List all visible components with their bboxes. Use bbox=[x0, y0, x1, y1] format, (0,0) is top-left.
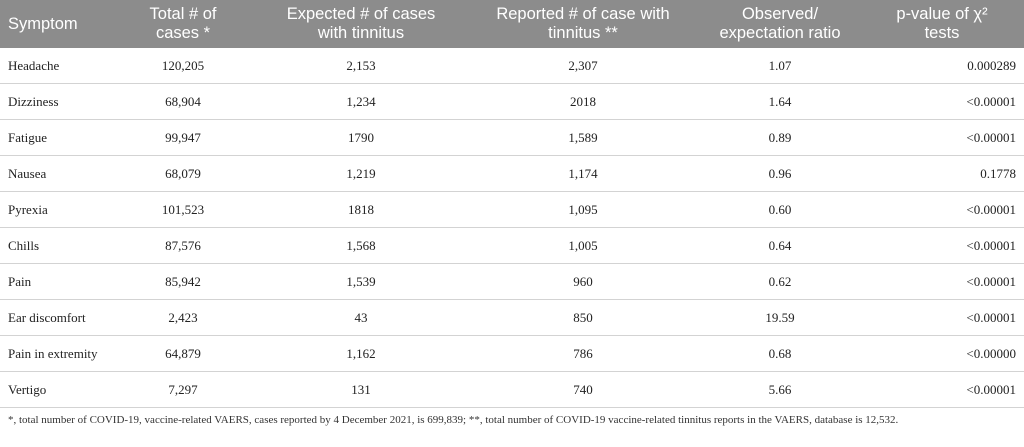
cell-expected-cases: 1790 bbox=[256, 119, 466, 156]
cell-reported-cases: 2018 bbox=[466, 83, 700, 120]
cell-total-cases: 85,942 bbox=[110, 263, 256, 300]
table-row: Fatigue 99,947 1790 1,589 0.89 <0.00001 bbox=[0, 119, 1024, 156]
table-row: Vertigo 7,297 131 740 5.66 <0.00001 bbox=[0, 371, 1024, 408]
table-row: Pain in extremity 64,879 1,162 786 0.68 <0.00… bbox=[0, 335, 1024, 372]
cell-p-value: <0.00001 bbox=[860, 371, 1024, 408]
cell-reported-cases: 786 bbox=[466, 335, 700, 372]
cell-observed-ratio: 5.66 bbox=[700, 371, 860, 408]
header-p-value-label: p-value of χ² tests bbox=[896, 5, 988, 42]
cell-expected-cases: 131 bbox=[256, 371, 466, 408]
cell-total-cases: 99,947 bbox=[110, 119, 256, 156]
cell-total-cases: 101,523 bbox=[110, 191, 256, 228]
cell-symptom: Pyrexia bbox=[0, 191, 110, 228]
cell-reported-cases: 1,095 bbox=[466, 191, 700, 228]
cell-reported-cases: 1,589 bbox=[466, 119, 700, 156]
table-row: Pyrexia 101,523 1818 1,095 0.60 <0.00001 bbox=[0, 191, 1024, 228]
header-expected-cases-label: Expected # of cases with tinnitus bbox=[286, 5, 436, 42]
header-symptom: Symptom bbox=[0, 0, 110, 48]
cell-expected-cases: 1,234 bbox=[256, 83, 466, 120]
cell-total-cases: 64,879 bbox=[110, 335, 256, 372]
header-observed-ratio-label: Observed/ expectation ratio bbox=[719, 5, 841, 42]
symptom-table: Symptom Total # of cases * Expected # of… bbox=[0, 0, 1024, 408]
table-body: Headache 120,205 2,153 2,307 1.07 0.000289 Diz… bbox=[0, 48, 1024, 408]
table-row: Ear discomfort 2,423 43 850 19.59 <0.00001 bbox=[0, 299, 1024, 336]
cell-reported-cases: 960 bbox=[466, 263, 700, 300]
cell-total-cases: 2,423 bbox=[110, 299, 256, 336]
cell-expected-cases: 1818 bbox=[256, 191, 466, 228]
cell-expected-cases: 1,219 bbox=[256, 155, 466, 192]
header-reported-cases: Reported # of case with tinnitus ** bbox=[466, 0, 700, 48]
cell-observed-ratio: 0.68 bbox=[700, 335, 860, 372]
cell-observed-ratio: 0.64 bbox=[700, 227, 860, 264]
header-row: Symptom Total # of cases * Expected # of… bbox=[0, 0, 1024, 48]
cell-expected-cases: 1,162 bbox=[256, 335, 466, 372]
cell-expected-cases: 1,539 bbox=[256, 263, 466, 300]
cell-reported-cases: 2,307 bbox=[466, 48, 700, 84]
cell-total-cases: 68,079 bbox=[110, 155, 256, 192]
cell-symptom: Dizziness bbox=[0, 83, 110, 120]
cell-symptom: Pain bbox=[0, 263, 110, 300]
cell-observed-ratio: 0.96 bbox=[700, 155, 860, 192]
header-observed-ratio: Observed/ expectation ratio bbox=[700, 0, 860, 48]
header-symptom-label: Symptom bbox=[8, 14, 78, 33]
cell-observed-ratio: 0.60 bbox=[700, 191, 860, 228]
cell-reported-cases: 1,174 bbox=[466, 155, 700, 192]
cell-total-cases: 120,205 bbox=[110, 48, 256, 84]
cell-expected-cases: 1,568 bbox=[256, 227, 466, 264]
cell-symptom: Pain in extremity bbox=[0, 335, 110, 372]
cell-p-value: <0.00001 bbox=[860, 191, 1024, 228]
cell-p-value: 0.1778 bbox=[860, 155, 1024, 192]
table-footnote: *, total number of COVID-19, vaccine-rel… bbox=[8, 414, 899, 426]
cell-p-value: <0.00001 bbox=[860, 83, 1024, 120]
cell-symptom: Chills bbox=[0, 227, 110, 264]
table-row: Dizziness 68,904 1,234 2018 1.64 <0.00001 bbox=[0, 83, 1024, 120]
cell-reported-cases: 850 bbox=[466, 299, 700, 336]
header-total-cases: Total # of cases * bbox=[110, 0, 256, 48]
cell-symptom: Headache bbox=[0, 48, 110, 84]
cell-total-cases: 68,904 bbox=[110, 83, 256, 120]
cell-symptom: Fatigue bbox=[0, 119, 110, 156]
cell-total-cases: 87,576 bbox=[110, 227, 256, 264]
cell-observed-ratio: 1.64 bbox=[700, 83, 860, 120]
cell-expected-cases: 43 bbox=[256, 299, 466, 336]
cell-observed-ratio: 0.62 bbox=[700, 263, 860, 300]
cell-p-value: <0.00001 bbox=[860, 299, 1024, 336]
cell-total-cases: 7,297 bbox=[110, 371, 256, 408]
cell-reported-cases: 740 bbox=[466, 371, 700, 408]
cell-symptom: Ear discomfort bbox=[0, 299, 110, 336]
header-p-value: p-value of χ² tests bbox=[860, 0, 1024, 48]
cell-p-value: <0.00001 bbox=[860, 119, 1024, 156]
header-reported-cases-label: Reported # of case with tinnitus ** bbox=[496, 5, 670, 42]
table-row: Pain 85,942 1,539 960 0.62 <0.00001 bbox=[0, 263, 1024, 300]
cell-observed-ratio: 0.89 bbox=[700, 119, 860, 156]
cell-symptom: Nausea bbox=[0, 155, 110, 192]
cell-reported-cases: 1,005 bbox=[466, 227, 700, 264]
cell-p-value: <0.00000 bbox=[860, 335, 1024, 372]
cell-p-value: <0.00001 bbox=[860, 263, 1024, 300]
cell-observed-ratio: 19.59 bbox=[700, 299, 860, 336]
header-expected-cases: Expected # of cases with tinnitus bbox=[256, 0, 466, 48]
cell-observed-ratio: 1.07 bbox=[700, 48, 860, 84]
cell-expected-cases: 2,153 bbox=[256, 48, 466, 84]
table-header: Symptom Total # of cases * Expected # of… bbox=[0, 0, 1024, 48]
table-row: Headache 120,205 2,153 2,307 1.07 0.000289 bbox=[0, 48, 1024, 84]
cell-p-value: 0.000289 bbox=[860, 48, 1024, 84]
table-row: Nausea 68,079 1,219 1,174 0.96 0.1778 bbox=[0, 155, 1024, 192]
cell-p-value: <0.00001 bbox=[860, 227, 1024, 264]
header-total-cases-label: Total # of cases * bbox=[149, 5, 217, 42]
table-row: Chills 87,576 1,568 1,005 0.64 <0.00001 bbox=[0, 227, 1024, 264]
cell-symptom: Vertigo bbox=[0, 371, 110, 408]
